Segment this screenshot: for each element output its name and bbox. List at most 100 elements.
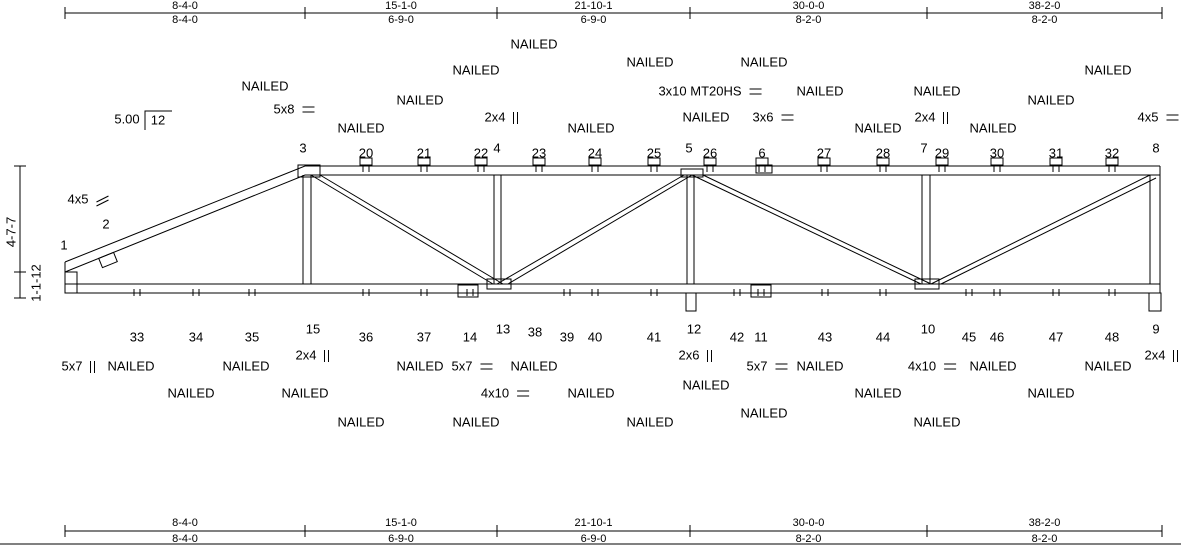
nailed-note: NAILED <box>1028 92 1075 107</box>
dim-total: 38-2-0 <box>1029 0 1061 12</box>
plate-size: 4x5 <box>68 191 89 206</box>
plate-size: 5x7 <box>62 358 83 373</box>
plate-size: 5x7 <box>747 358 768 373</box>
webs <box>303 175 1156 284</box>
dim-total: 15-1-0 <box>385 0 417 12</box>
nailed-note: NAILED <box>282 385 329 400</box>
joint-number: 3 <box>299 140 306 155</box>
nailed-note: NAILED <box>453 414 500 429</box>
nailed-note: NAILED <box>741 405 788 420</box>
truss <box>65 165 1161 311</box>
nailed-note: NAILED <box>338 120 385 135</box>
joint-number: 13 <box>496 321 510 336</box>
nailed-note: NAILED <box>338 414 385 429</box>
nailed-note: NAILED <box>683 109 730 124</box>
plate-size: 3x10 MT20HS <box>658 83 741 98</box>
dim-span: 6-9-0 <box>581 533 607 545</box>
joint-number: 46 <box>990 329 1004 344</box>
dim-total: 38-2-0 <box>1029 517 1061 529</box>
nailed-note: NAILED <box>627 54 674 69</box>
truss-drawing: 4-7-7 1-1-12 5.00 12 8-4-08-4-015-1-06-9… <box>0 0 1181 548</box>
nailed-note: NAILED <box>741 54 788 69</box>
dim-span: 8-2-0 <box>796 533 822 545</box>
nailed-note: NAILED <box>855 120 902 135</box>
dim-span: 8-2-0 <box>1032 533 1058 545</box>
plate-size: 2x4 <box>485 109 506 124</box>
nailed-note: NAILED <box>568 120 615 135</box>
nailed-note: NAILED <box>397 358 444 373</box>
plate-size: 4x10 <box>481 385 509 400</box>
joint-number: 2 <box>102 216 109 231</box>
nailed-note: NAILED <box>168 385 215 400</box>
plate-size: 2x4 <box>1145 347 1166 362</box>
nailed-note: NAILED <box>511 36 558 51</box>
nailed-note: NAILED <box>683 377 730 392</box>
plate-size: 5x8 <box>274 101 295 116</box>
nailed-note: NAILED <box>242 78 289 93</box>
dim-total: 8-4-0 <box>172 0 198 12</box>
joint-number: 11 <box>754 329 768 344</box>
dim-span: 8-2-0 <box>1032 14 1058 26</box>
plate-size: 4x5 <box>1138 109 1159 124</box>
joint-number: 36 <box>359 329 373 344</box>
dim-span: 8-4-0 <box>172 533 198 545</box>
dim-span: 8-2-0 <box>796 14 822 26</box>
dim-total: 21-10-1 <box>575 0 613 12</box>
nailed-note: NAILED <box>1028 385 1075 400</box>
joint-number: 9 <box>1152 321 1159 336</box>
joint-number: 37 <box>417 329 431 344</box>
nailed-note: NAILED <box>797 83 844 98</box>
joint-number: 34 <box>189 329 203 344</box>
top-chord <box>65 166 1160 262</box>
plate-size: 2x4 <box>296 347 317 362</box>
joint-number: 47 <box>1049 329 1063 344</box>
plate-size: 3x6 <box>753 109 774 124</box>
joint-number: 8 <box>1152 140 1159 155</box>
joint-number: 1 <box>60 237 67 252</box>
plate-size: 2x4 <box>915 109 936 124</box>
height-label: 4-7-7 <box>3 217 18 247</box>
joint-number: 14 <box>463 329 477 344</box>
joint-number: 48 <box>1105 329 1119 344</box>
nailed-note: NAILED <box>914 414 961 429</box>
dim-span: 6-9-0 <box>581 14 607 26</box>
dim-span: 8-4-0 <box>172 14 198 26</box>
nailed-note: NAILED <box>627 414 674 429</box>
joint-number: 38 <box>528 324 542 339</box>
nailed-note: NAILED <box>1085 62 1132 77</box>
joint-number: 40 <box>588 329 602 344</box>
nailed-note: NAILED <box>568 385 615 400</box>
nailed-note: NAILED <box>1085 358 1132 373</box>
joint-number: 10 <box>921 321 935 336</box>
end-block <box>65 272 77 293</box>
nailed-note: NAILED <box>511 358 558 373</box>
joint-number: 39 <box>560 329 574 344</box>
nailed-note: NAILED <box>855 385 902 400</box>
joint-number: 12 <box>687 321 701 336</box>
joint-number: 5 <box>685 140 692 155</box>
dim-total: 8-4-0 <box>172 517 198 529</box>
pitch-run: 12 <box>151 112 165 127</box>
joint-number: 35 <box>245 329 259 344</box>
dim-total: 21-10-1 <box>575 517 613 529</box>
joint-number: 45 <box>962 329 976 344</box>
joint-number: 41 <box>647 329 661 344</box>
joint-number: 44 <box>876 329 890 344</box>
nailed-note: NAILED <box>397 92 444 107</box>
dim-total: 30-0-0 <box>793 0 825 12</box>
joint-number: 33 <box>130 329 144 344</box>
nailed-note: NAILED <box>453 62 500 77</box>
nailed-note: NAILED <box>914 83 961 98</box>
nailed-note: NAILED <box>223 358 270 373</box>
dim-total: 15-1-0 <box>385 517 417 529</box>
plate-outlines <box>99 165 1161 311</box>
dim-total: 30-0-0 <box>793 517 825 529</box>
joint-number: 42 <box>730 329 744 344</box>
nailed-note: NAILED <box>797 358 844 373</box>
plate-size: 5x7 <box>452 358 473 373</box>
joint-number: 43 <box>818 329 832 344</box>
nailed-note: NAILED <box>970 120 1017 135</box>
dim-span: 6-9-0 <box>388 14 414 26</box>
plate-size: 4x10 <box>908 358 936 373</box>
pitch-rise: 5.00 <box>114 111 139 126</box>
